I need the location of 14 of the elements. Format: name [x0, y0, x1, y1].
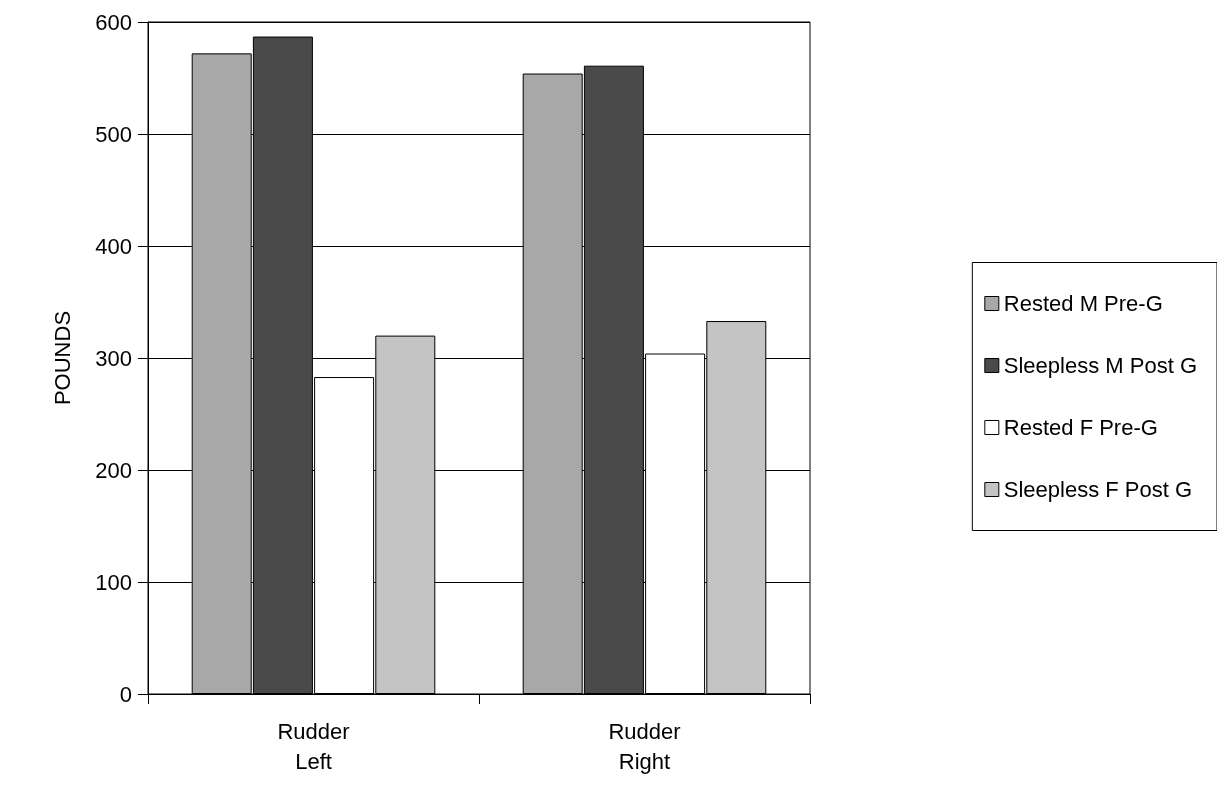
y-tick-label: 0	[119, 681, 132, 707]
y-tick-label: 100	[95, 569, 132, 595]
legend-label: Rested F Pre-G	[1003, 415, 1158, 440]
y-tick-label: 300	[95, 345, 132, 371]
legend-label: Sleepless M Post G	[1003, 353, 1197, 378]
y-tick-label: 500	[95, 121, 132, 147]
y-tick-label: 400	[95, 233, 132, 259]
legend-label: Sleepless F Post G	[1003, 477, 1193, 502]
x-tick-label: Rudder Left	[277, 718, 350, 774]
y-tick-label: 200	[95, 457, 132, 483]
x-tick-label: Rudder Right	[608, 718, 681, 774]
y-tick-label: 600	[95, 9, 132, 35]
y-axis-title: POUNDS	[49, 310, 75, 406]
legend-label: Rested M Pre-G	[1003, 291, 1163, 316]
